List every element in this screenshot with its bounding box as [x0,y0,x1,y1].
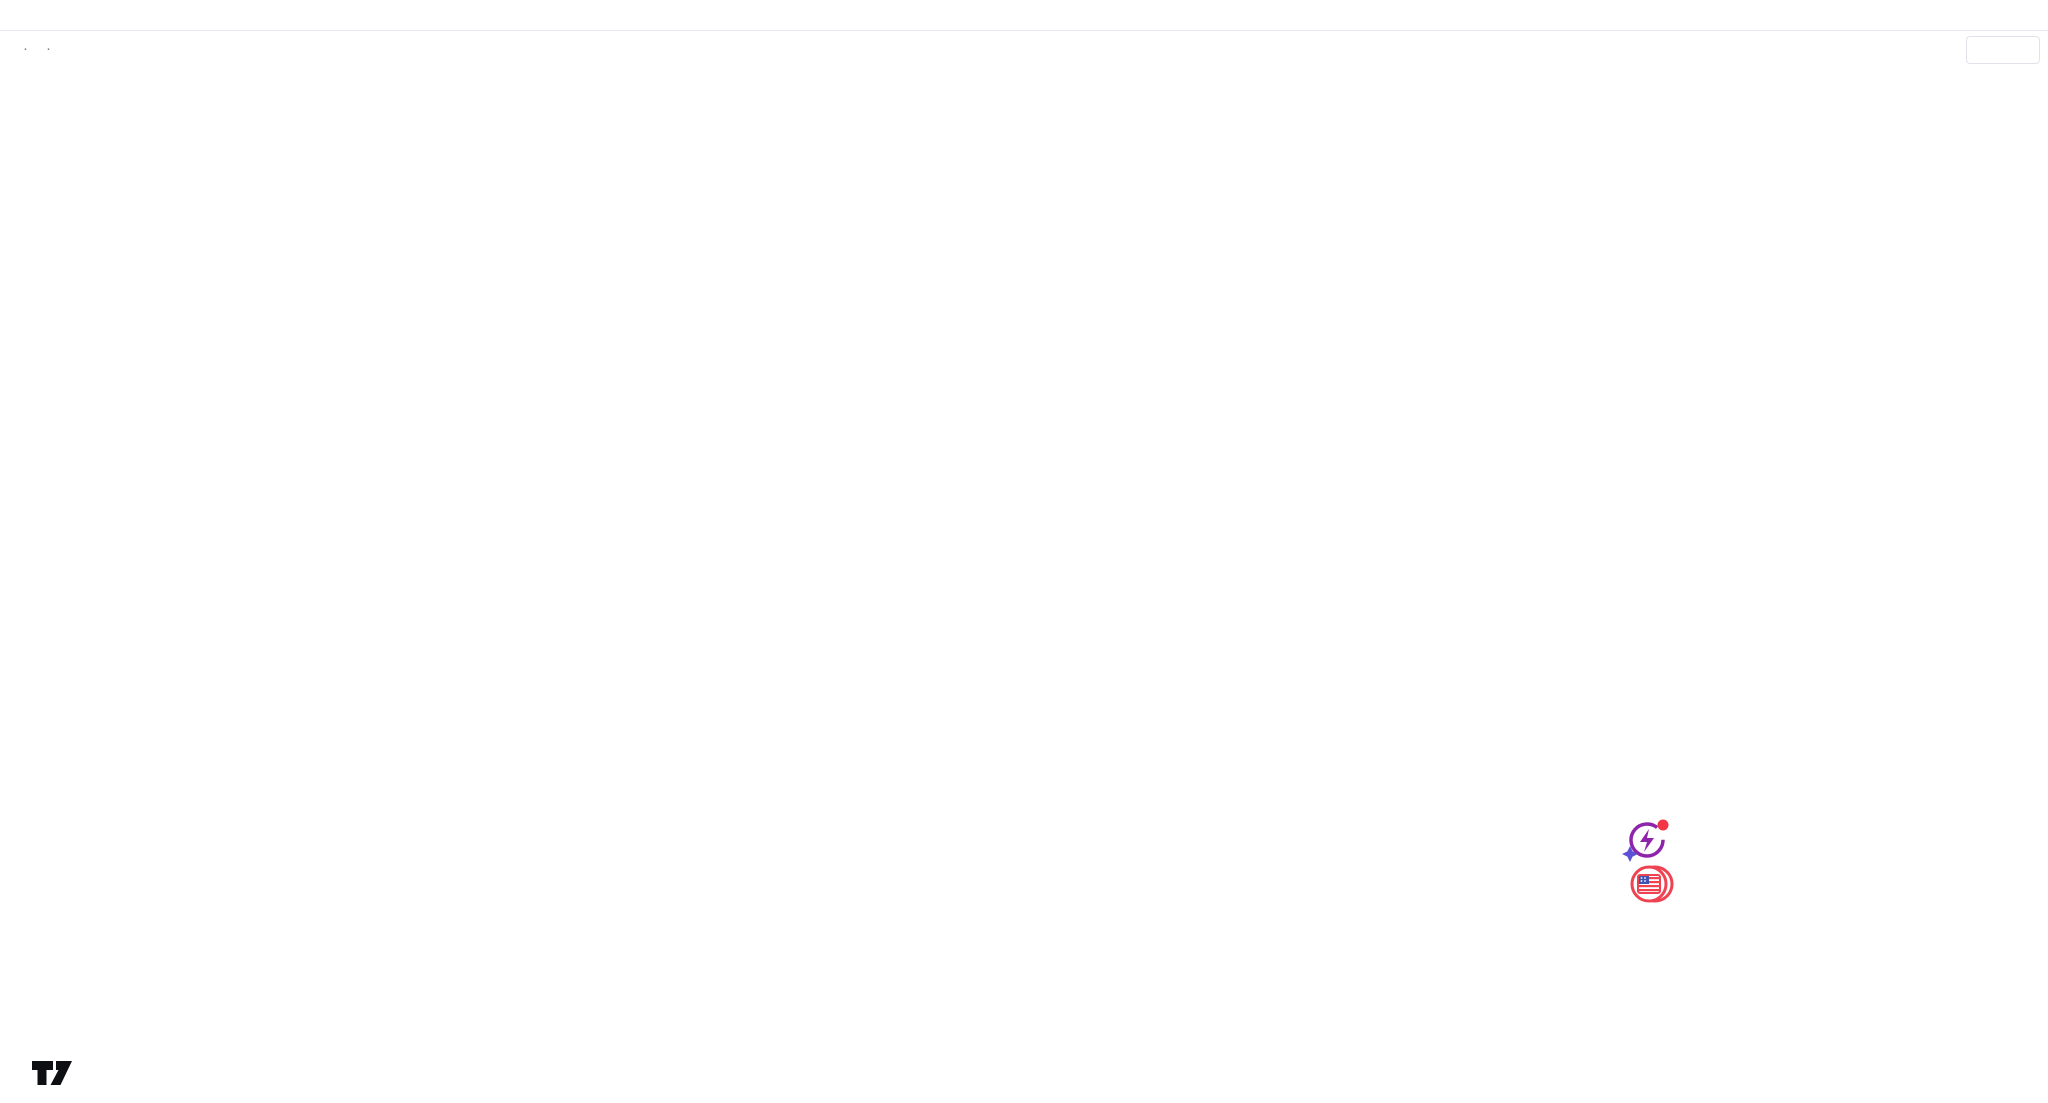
attribution-bar [0,0,2048,31]
tradingview-logo-mark [32,1061,72,1085]
legend-separator-1: · [23,40,28,57]
legend-separator-2: · [46,40,51,57]
currency-toggle[interactable] [1966,36,2040,64]
symbol-legend: · · [14,40,78,57]
